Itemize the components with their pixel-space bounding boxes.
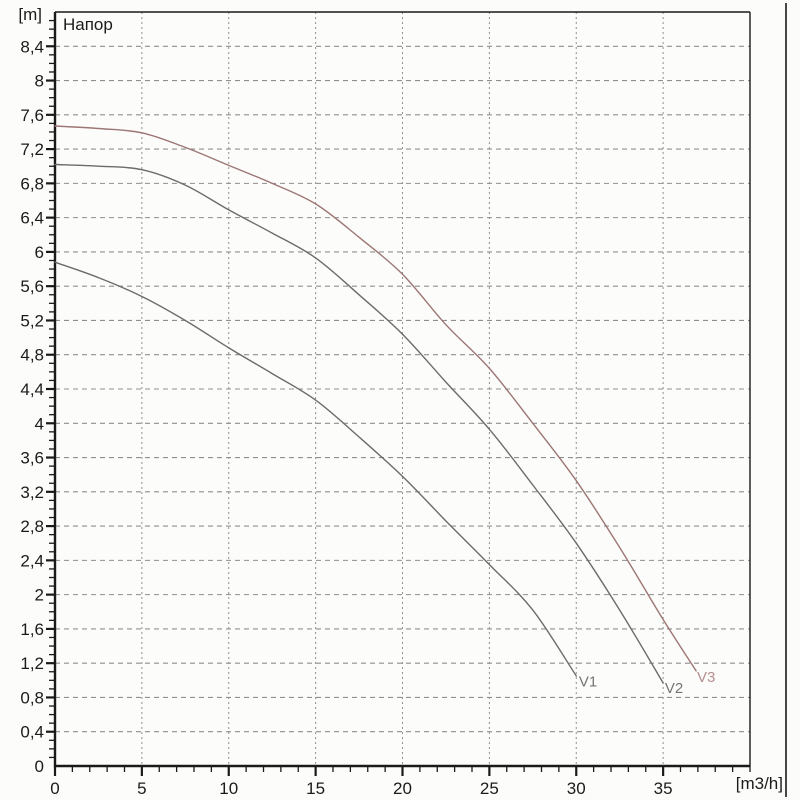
curve-label-v2: V2 [665,680,683,697]
curve-v3: V3 [54,125,715,686]
svg-text:6,8: 6,8 [20,174,44,193]
svg-text:4: 4 [35,414,44,433]
svg-text:7,2: 7,2 [20,140,44,159]
svg-text:0,8: 0,8 [20,688,44,707]
svg-text:2: 2 [35,586,44,605]
svg-text:0,4: 0,4 [20,723,44,742]
plot-frame [53,11,751,768]
y-axis-unit-label: [m] [18,5,42,24]
x-axis-tick-labels: 0 5 10 15 20 25 30 35 [50,779,672,798]
svg-text:1,2: 1,2 [20,654,44,673]
svg-text:15: 15 [306,779,325,798]
x-axis-ticks [53,766,751,776]
svg-text:30: 30 [567,779,586,798]
svg-text:2,4: 2,4 [20,551,44,570]
svg-text:3,6: 3,6 [20,449,44,468]
curve-label-v3: V3 [697,669,715,686]
svg-text:8: 8 [35,72,44,91]
svg-text:4,8: 4,8 [20,346,44,365]
y-axis-ticks [46,19,55,759]
svg-text:0: 0 [50,779,59,798]
grid-lines [55,12,750,766]
curve-line-v2 [54,163,664,684]
curve-line-v1 [54,261,577,677]
svg-text:5: 5 [137,779,146,798]
curve-line-v3 [54,125,697,672]
svg-text:4,4: 4,4 [20,380,44,399]
svg-text:35: 35 [654,779,673,798]
svg-text:20: 20 [393,779,412,798]
y-axis-tick-labels: 8,4 8 7,6 7,2 6,8 6,4 6 5,6 5,2 4,8 4,4 4 3,6 3,2 2,8 2… [20,37,44,776]
x-axis-unit-label: [m3/h] [735,774,783,793]
chart-title: Напор [63,15,113,34]
curve-label-v1: V1 [579,673,597,690]
svg-text:3,2: 3,2 [20,483,44,502]
svg-text:8,4: 8,4 [20,37,44,56]
svg-text:2,8: 2,8 [20,517,44,536]
svg-text:10: 10 [219,779,238,798]
svg-text:7,6: 7,6 [20,106,44,125]
svg-text:6: 6 [35,243,44,262]
svg-text:5,2: 5,2 [20,311,44,330]
svg-text:5,6: 5,6 [20,277,44,296]
svg-text:6,4: 6,4 [20,209,44,228]
curve-v1: V1 [54,261,597,690]
svg-text:1,6: 1,6 [20,620,44,639]
svg-text:0: 0 [35,757,44,776]
svg-text:25: 25 [480,779,499,798]
curve-v2: V2 [54,163,683,697]
